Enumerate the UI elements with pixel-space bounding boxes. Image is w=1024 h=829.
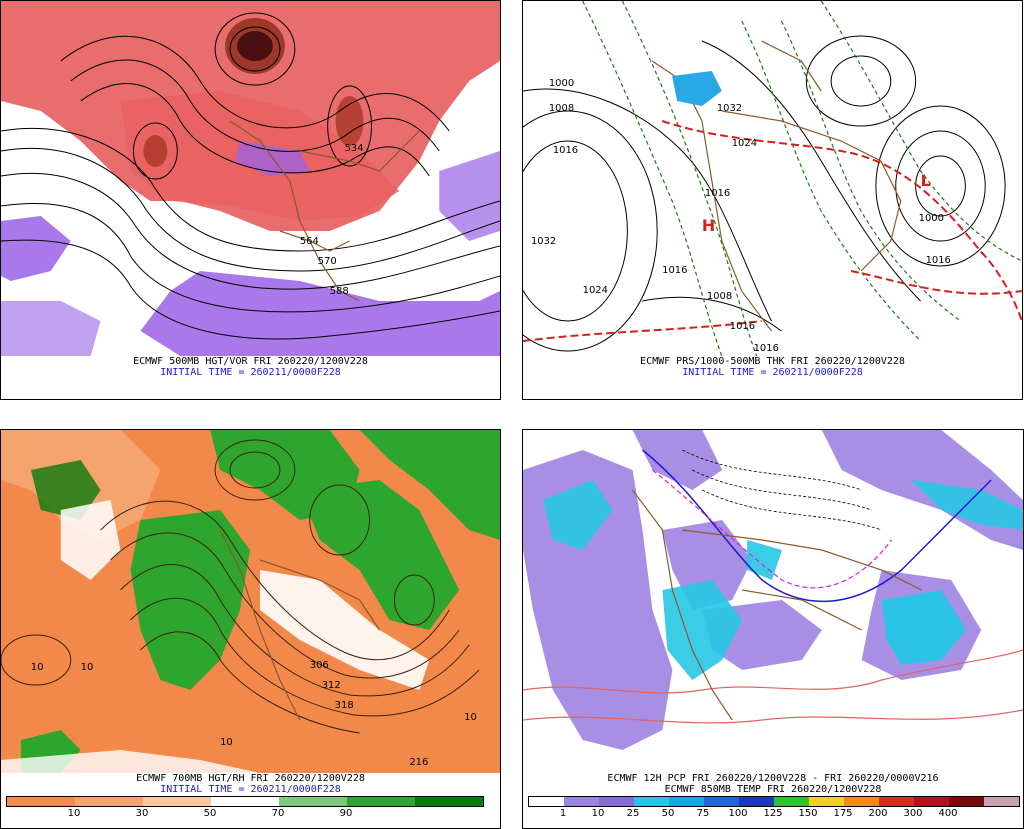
precip-colorbar <box>528 796 1020 807</box>
colorbar-swatch <box>143 797 211 806</box>
panel-subtitle: ECMWF 850MB TEMP FRI 260220/1200V228 <box>664 784 882 795</box>
colorbar-label: 50 <box>203 808 217 819</box>
map-700mb-rh: 306 312 318 10 10 10 10 216 <box>1 430 500 773</box>
colorbar-label: 75 <box>696 808 710 819</box>
isobar-label-13: 1016 <box>730 321 755 332</box>
isobar-label-3: 1016 <box>553 145 578 156</box>
colorbar-swatch <box>415 797 483 806</box>
colorbar-swatch <box>669 797 704 806</box>
colorbar-swatch <box>564 797 599 806</box>
panel-700mb-hgt-rh: 306 312 318 10 10 10 10 216 ECMWF 700MB … <box>0 429 501 829</box>
colorbar-label: 10 <box>591 808 605 819</box>
isobar-label-6: 1032 <box>717 103 742 114</box>
colorbar-label: 10 <box>67 808 81 819</box>
colorbar-swatch <box>7 797 75 806</box>
colorbar-swatch <box>809 797 844 806</box>
panel-precip-850temp: ECMWF 12H PCP FRI 260220/1200V228 - FRI … <box>522 429 1024 829</box>
rh-label-2: 10 <box>81 662 94 673</box>
colorbar-label: 1 <box>559 808 567 819</box>
colorbar-label: 150 <box>798 808 818 819</box>
rh-label-1: 10 <box>31 662 44 673</box>
isobar-label-4: 1008 <box>549 103 574 114</box>
rh-label-4: 10 <box>220 737 233 748</box>
isobar-label-1: 1032 <box>531 236 556 247</box>
colorbar-swatch <box>599 797 634 806</box>
panel-pressure-thickness: L H 1032 1024 1016 1008 1000 1032 1024 1… <box>522 0 1023 400</box>
contour-label-318: 318 <box>335 700 354 711</box>
colorbar-swatch <box>634 797 669 806</box>
colorbar-swatch <box>529 797 564 806</box>
colorbar-swatch <box>949 797 984 806</box>
initial-time: INITIAL TIME = 260211/0000F228 <box>682 367 863 378</box>
colorbar-label: 175 <box>833 808 853 819</box>
isobar-label-10: 1016 <box>926 255 951 266</box>
colorbar-label: 100 <box>728 808 748 819</box>
colorbar-label: 200 <box>868 808 888 819</box>
panel-title: ECMWF 700MB HGT/RH FRI 260220/1200V228 <box>136 773 365 784</box>
colorbar-label: 400 <box>938 808 958 819</box>
colorbar-swatch <box>739 797 774 806</box>
colorbar-label: 30 <box>135 808 149 819</box>
isobar-label-14: 1016 <box>754 343 779 354</box>
colorbar-swatch <box>279 797 347 806</box>
colorbar-swatch <box>984 797 1019 806</box>
colorbar-label: 300 <box>903 808 923 819</box>
colorbar-swatch <box>211 797 279 806</box>
colorbar-label: 50 <box>661 808 675 819</box>
colorbar-label: 70 <box>271 808 285 819</box>
contour-label-564: 564 <box>300 236 319 247</box>
colorbar-swatch <box>347 797 415 806</box>
rh-colorbar <box>6 796 484 807</box>
map-mslp-thickness: L H 1032 1024 1016 1008 1000 1032 1024 1… <box>523 1 1022 356</box>
panel-title: ECMWF 500MB HGT/VOR FRI 260220/1200V228 <box>133 356 368 367</box>
initial-time: INITIAL TIME = 260211/0000F228 <box>160 367 341 378</box>
isobar-label-5: 1000 <box>549 78 574 89</box>
isobar-label-11: 1016 <box>662 265 687 276</box>
high-marker: H <box>702 216 715 235</box>
contour-label-534: 534 <box>345 143 364 154</box>
isobar-label-9: 1000 <box>919 213 944 224</box>
colorbar-swatch <box>704 797 739 806</box>
colorbar-swatch <box>844 797 879 806</box>
contour-label-570: 570 <box>318 256 337 267</box>
isobar-label-12: 1008 <box>707 291 732 302</box>
contour-label-312: 312 <box>322 680 341 691</box>
contour-label-588: 588 <box>330 286 349 297</box>
panel-title: ECMWF PRS/1000-500MB THK FRI 260220/1200… <box>640 356 905 367</box>
colorbar-swatch <box>75 797 143 806</box>
low-marker: L <box>921 171 931 190</box>
contour-label-216: 216 <box>409 757 428 768</box>
isobar-label-7: 1024 <box>732 138 757 149</box>
initial-time: INITIAL TIME = 260211/0000F228 <box>160 784 341 795</box>
colorbar-label: 90 <box>339 808 353 819</box>
map-500mb-vorticity: 564 570 588 534 <box>1 1 500 356</box>
isobar-label-2: 1024 <box>583 285 608 296</box>
contour-label-306: 306 <box>310 660 329 671</box>
precip-colorbar-labels: 1 10 25 50 75 100 125 150 175 200 300 400 <box>523 808 1023 820</box>
panel-500mb-hgt-vor: 564 570 588 534 ECMWF 500MB HGT/VOR FRI … <box>0 0 501 400</box>
map-precip-850temp <box>523 430 1023 773</box>
colorbar-swatch <box>774 797 809 806</box>
panel-title: ECMWF 12H PCP FRI 260220/1200V228 - FRI … <box>607 773 939 784</box>
colorbar-label: 125 <box>763 808 783 819</box>
colorbar-swatch <box>879 797 914 806</box>
rh-colorbar-labels: 10 30 50 70 90 <box>1 808 500 820</box>
colorbar-swatch <box>914 797 949 806</box>
colorbar-label: 25 <box>626 808 640 819</box>
isobar-label-8: 1016 <box>705 188 730 199</box>
rh-label-3: 10 <box>464 712 477 723</box>
